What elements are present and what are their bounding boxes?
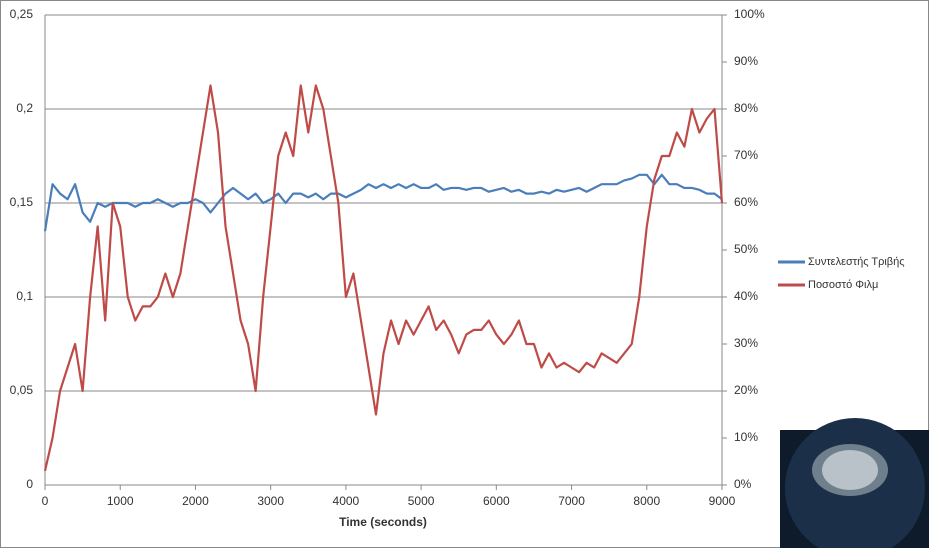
x-tick-label: 7000 xyxy=(558,494,585,508)
x-tick-label: 9000 xyxy=(709,494,736,508)
x-tick-label: 1000 xyxy=(107,494,134,508)
x-axis-title: Time (seconds) xyxy=(339,515,427,529)
y2-tick-label: 20% xyxy=(734,383,758,397)
y-tick-label: 0,05 xyxy=(10,383,34,397)
y2-tick-label: 90% xyxy=(734,54,758,68)
y2-tick-label: 70% xyxy=(734,148,758,162)
legend-label: Συντελεστής Τριβής xyxy=(808,256,905,268)
y2-tick-label: 60% xyxy=(734,195,758,209)
y2-tick-label: 0% xyxy=(734,477,752,491)
y2-tick-label: 40% xyxy=(734,289,758,303)
photo xyxy=(780,418,929,553)
x-tick-label: 6000 xyxy=(483,494,510,508)
x-tick-label: 0 xyxy=(42,494,49,508)
y-tick-label: 0 xyxy=(26,477,33,491)
x-tick-label: 3000 xyxy=(257,494,284,508)
y-tick-label: 0,1 xyxy=(16,289,33,303)
legend-label: Ποσοστό Φιλμ xyxy=(808,279,878,291)
y2-tick-label: 80% xyxy=(734,101,758,115)
y-tick-label: 0,15 xyxy=(10,195,34,209)
y-tick-label: 0,25 xyxy=(10,7,34,21)
x-tick-label: 8000 xyxy=(633,494,660,508)
y2-tick-label: 30% xyxy=(734,336,758,350)
x-tick-label: 2000 xyxy=(182,494,209,508)
x-tick-label: 4000 xyxy=(333,494,360,508)
series-line xyxy=(43,84,724,472)
y2-tick-label: 100% xyxy=(734,7,765,21)
y-tick-label: 0,2 xyxy=(16,101,33,115)
x-tick-label: 5000 xyxy=(408,494,435,508)
y2-tick-label: 50% xyxy=(734,242,758,256)
y2-tick-label: 10% xyxy=(734,430,758,444)
series-line xyxy=(43,173,723,232)
